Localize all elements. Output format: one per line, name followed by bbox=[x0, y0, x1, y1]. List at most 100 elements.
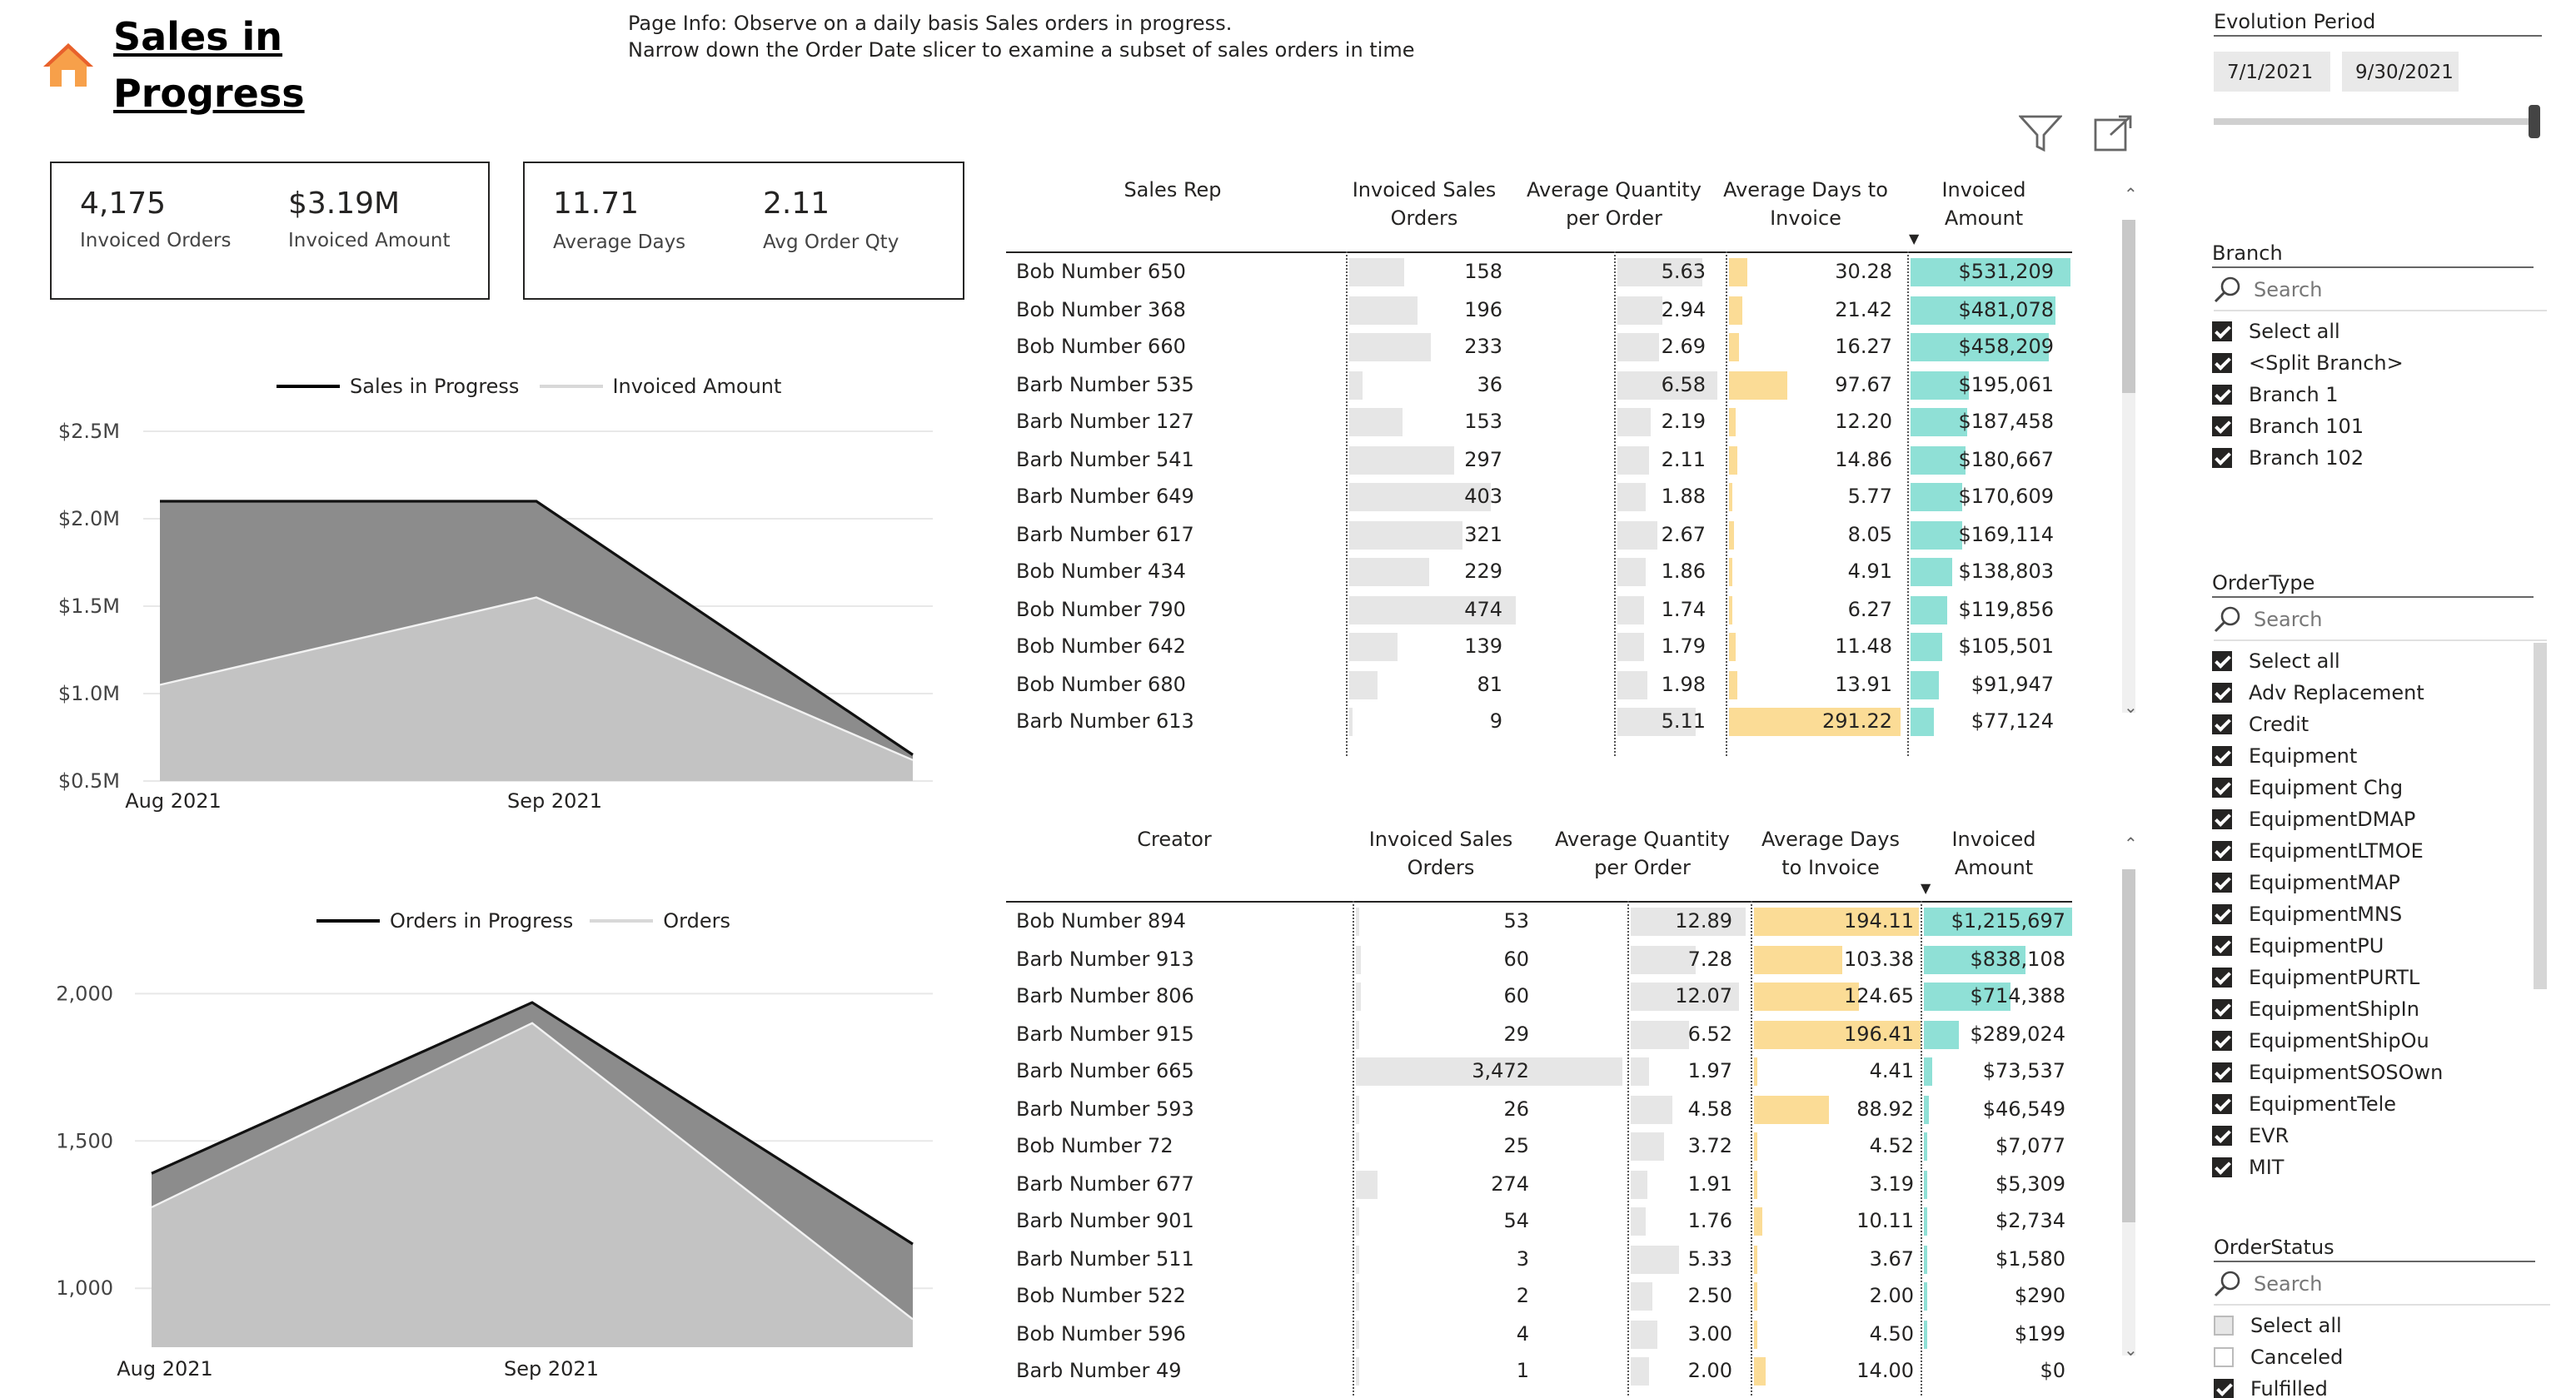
ordertype-option[interactable]: Adv Replacement bbox=[2212, 681, 2424, 704]
checkbox[interactable] bbox=[2212, 809, 2232, 829]
branch-search[interactable]: Search bbox=[2214, 276, 2547, 311]
ordertype-option[interactable]: EquipmentPURTL bbox=[2212, 966, 2419, 989]
ordertype-search[interactable]: Search bbox=[2214, 606, 2547, 641]
ordertype-option[interactable]: EquipmentLTMOE bbox=[2212, 839, 2424, 863]
table-row[interactable]: Bob Number 72 25 3.72 4.52 $7,077 bbox=[1006, 1127, 2072, 1165]
legend-invoiced-amount[interactable]: Invoiced Amount bbox=[612, 375, 782, 398]
scroll-up-icon[interactable]: ⌃ bbox=[2124, 836, 2138, 854]
checkbox[interactable] bbox=[2212, 1126, 2232, 1146]
ordertype-option[interactable]: EquipmentPU bbox=[2212, 934, 2384, 958]
checkbox[interactable] bbox=[2212, 873, 2232, 893]
table-row[interactable]: Barb Number 613 9 5.11 291.22 $77,124 bbox=[1006, 703, 2072, 740]
branch-option[interactable]: Select all bbox=[2212, 320, 2340, 343]
orderstatus-option[interactable]: Select all bbox=[2214, 1314, 2342, 1337]
table-row[interactable]: Bob Number 660 233 2.69 16.27 $458,209 bbox=[1006, 328, 2072, 366]
header-creator[interactable]: Creator bbox=[1137, 828, 1212, 851]
checkbox[interactable] bbox=[2212, 841, 2232, 861]
date-range-slider-handle[interactable] bbox=[2529, 105, 2540, 138]
header-invoiced-amount[interactable]: Invoiced Amount bbox=[1951, 828, 2036, 879]
header-average-days[interactable]: Average Days to Invoice bbox=[1723, 178, 1888, 230]
table-row[interactable]: Bob Number 522 2 2.50 2.00 $290 bbox=[1006, 1277, 2072, 1315]
checkbox[interactable] bbox=[2212, 1062, 2232, 1082]
start-date-input[interactable]: 7/1/2021 bbox=[2214, 52, 2330, 92]
table-row[interactable]: Barb Number 617 321 2.67 8.05 $169,114 bbox=[1006, 515, 2072, 553]
checkbox[interactable] bbox=[2212, 321, 2232, 341]
ordertype-option[interactable]: EquipmentMNS bbox=[2212, 903, 2402, 926]
header-invoiced-sales-orders[interactable]: Invoiced Sales Orders bbox=[1352, 178, 1497, 230]
ordertype-option[interactable]: EVR bbox=[2212, 1124, 2289, 1147]
ordertype-option[interactable]: Equipment bbox=[2212, 744, 2357, 768]
branch-option[interactable]: Branch 102 bbox=[2212, 446, 2364, 470]
ordertype-option[interactable]: Credit bbox=[2212, 713, 2309, 736]
table-row[interactable]: Barb Number 901 54 1.76 10.11 $2,734 bbox=[1006, 1202, 2072, 1240]
checkbox[interactable] bbox=[2212, 1157, 2232, 1177]
table-row[interactable]: Barb Number 806 60 12.07 124.65 $714,388 bbox=[1006, 978, 2072, 1015]
orders-area-chart[interactable]: 2,000 1,500 1,000 Aug 2021 Sep 2021 bbox=[50, 943, 949, 1392]
checkbox[interactable] bbox=[2214, 1316, 2234, 1336]
branch-option[interactable]: Branch 1 bbox=[2212, 383, 2339, 406]
checkbox[interactable] bbox=[2214, 1347, 2234, 1367]
table-row[interactable]: Barb Number 913 60 7.28 103.38 $838,108 bbox=[1006, 940, 2072, 978]
filter-icon[interactable] bbox=[2019, 113, 2062, 153]
branch-option[interactable]: Branch 101 bbox=[2212, 415, 2364, 438]
checkbox[interactable] bbox=[2212, 936, 2232, 956]
table-row[interactable]: Barb Number 593 26 4.58 88.92 $46,549 bbox=[1006, 1090, 2072, 1127]
checkbox[interactable] bbox=[2214, 1379, 2234, 1398]
scroll-up-icon[interactable]: ⌃ bbox=[2124, 187, 2138, 205]
checkbox[interactable] bbox=[2212, 416, 2232, 436]
legend-orders[interactable]: Orders bbox=[663, 909, 730, 933]
ordertype-option[interactable]: MIT bbox=[2212, 1156, 2284, 1179]
sort-desc-icon[interactable]: ▼ bbox=[1921, 881, 1931, 896]
table-row[interactable]: Barb Number 49 1 2.00 14.00 $0 bbox=[1006, 1352, 2072, 1390]
ordertype-scrollbar[interactable] bbox=[2534, 643, 2547, 989]
checkbox[interactable] bbox=[2212, 1094, 2232, 1114]
ordertype-option[interactable]: EquipmentTele bbox=[2212, 1092, 2396, 1116]
focus-mode-icon[interactable] bbox=[2094, 115, 2134, 152]
orderstatus-search[interactable]: Search bbox=[2214, 1271, 2550, 1306]
header-average-days[interactable]: Average Days to Invoice bbox=[1761, 828, 1901, 879]
table-row[interactable]: Bob Number 650 158 5.63 30.28 $531,209 bbox=[1006, 253, 2072, 291]
ordertype-option[interactable]: Select all bbox=[2212, 649, 2340, 673]
table-row[interactable]: Barb Number 649 403 1.88 5.77 $170,609 bbox=[1006, 478, 2072, 515]
sort-desc-icon[interactable]: ▼ bbox=[1909, 231, 1920, 246]
ordertype-option[interactable]: Equipment Chg bbox=[2212, 776, 2403, 799]
checkbox[interactable] bbox=[2212, 1031, 2232, 1051]
table-row[interactable]: Barb Number 541 297 2.11 14.86 $180,667 bbox=[1006, 440, 2072, 478]
table-row[interactable]: Bob Number 894 53 12.89 194.11 $1,215,697 bbox=[1006, 903, 2072, 940]
scroll-down-icon[interactable]: ⌄ bbox=[2124, 699, 2138, 718]
table-row[interactable]: Bob Number 642 139 1.79 11.48 $105,501 bbox=[1006, 628, 2072, 665]
table-row[interactable]: Bob Number 596 4 3.00 4.50 $199 bbox=[1006, 1315, 2072, 1352]
table-row[interactable]: Bob Number 680 81 1.98 13.91 $91,947 bbox=[1006, 665, 2072, 703]
branch-option[interactable]: <Split Branch> bbox=[2212, 351, 2404, 375]
table-row[interactable]: Barb Number 127 153 2.19 12.20 $187,458 bbox=[1006, 403, 2072, 440]
scroll-down-icon[interactable]: ⌄ bbox=[2124, 1342, 2138, 1361]
header-invoiced-sales-orders[interactable]: Invoiced Sales Orders bbox=[1368, 828, 1513, 879]
header-average-quantity[interactable]: Average Quantity per Order bbox=[1555, 828, 1730, 879]
checkbox[interactable] bbox=[2212, 714, 2232, 734]
end-date-input[interactable]: 9/30/2021 bbox=[2342, 52, 2459, 92]
checkbox[interactable] bbox=[2212, 904, 2232, 924]
header-sales-rep[interactable]: Sales Rep bbox=[1124, 178, 1222, 201]
header-average-quantity[interactable]: Average Quantity per Order bbox=[1527, 178, 1702, 230]
table-row[interactable]: Bob Number 368 196 2.94 21.42 $481,078 bbox=[1006, 291, 2072, 328]
checkbox[interactable] bbox=[2212, 683, 2232, 703]
ordertype-option[interactable]: EquipmentShipOu bbox=[2212, 1029, 2429, 1052]
checkbox[interactable] bbox=[2212, 999, 2232, 1019]
table-row[interactable]: Barb Number 511 3 5.33 3.67 $1,580 bbox=[1006, 1240, 2072, 1277]
orderstatus-option[interactable]: Fulfilled bbox=[2214, 1377, 2328, 1398]
scrollbar-thumb[interactable] bbox=[2122, 869, 2135, 1222]
legend-orders-in-progress[interactable]: Orders in Progress bbox=[390, 909, 574, 933]
home-icon[interactable] bbox=[40, 40, 97, 90]
checkbox[interactable] bbox=[2212, 778, 2232, 798]
ordertype-option[interactable]: EquipmentSOSOwn bbox=[2212, 1061, 2443, 1084]
table-row[interactable]: Barb Number 915 29 6.52 196.41 $289,024 bbox=[1006, 1015, 2072, 1052]
orderstatus-option[interactable]: Canceled bbox=[2214, 1346, 2343, 1369]
table-row[interactable]: Barb Number 677 274 1.91 3.19 $5,309 bbox=[1006, 1165, 2072, 1202]
ordertype-option[interactable]: EquipmentMAP bbox=[2212, 871, 2400, 894]
table-row[interactable]: Barb Number 535 36 6.58 97.67 $195,061 bbox=[1006, 366, 2072, 403]
header-invoiced-amount[interactable]: Invoiced Amount bbox=[1941, 178, 2026, 230]
checkbox[interactable] bbox=[2212, 651, 2232, 671]
ordertype-option[interactable]: EquipmentShipIn bbox=[2212, 998, 2419, 1021]
checkbox[interactable] bbox=[2212, 968, 2232, 988]
